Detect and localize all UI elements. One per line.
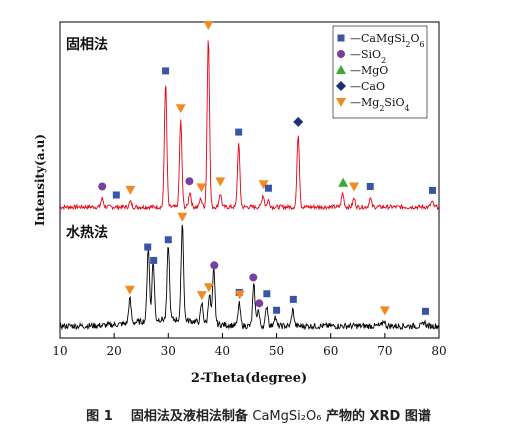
marker-triangle-down: [379, 306, 390, 316]
legend-label: —CaMgSi2O6: [350, 32, 425, 49]
phase-markers: [98, 21, 437, 316]
marker-square: [429, 186, 437, 194]
legend-label: —SiO2: [350, 48, 386, 65]
caption-formula: CaMgSi₂O₆: [252, 409, 322, 424]
marker-square: [150, 256, 158, 264]
x-tick-label: 80: [431, 344, 446, 358]
marker-square: [144, 243, 152, 251]
marker-square: [162, 67, 170, 75]
legend-label: —CaO: [350, 80, 385, 93]
marker-square: [263, 290, 271, 298]
y-axis-label: Intensity(a.u): [33, 134, 47, 226]
x-tick-label: 60: [323, 344, 338, 358]
legend-marker-diamond: [336, 81, 346, 91]
plot-frame: [59, 21, 440, 339]
x-tick-label: 10: [52, 344, 67, 358]
marker-triangle-down: [215, 177, 226, 187]
marker-square: [366, 183, 374, 190]
marker-circle: [98, 182, 107, 191]
x-axis-label: 2-Theta(degree): [191, 371, 307, 386]
marker-square: [289, 295, 297, 303]
legend-marker-circle: [337, 50, 345, 58]
marker-triangle-down: [177, 212, 188, 222]
x-tick-label: 30: [161, 344, 176, 358]
x-tick-label: 40: [215, 344, 230, 358]
legend-frame: [332, 25, 428, 119]
panel-label-solid: 固相法: [66, 36, 108, 53]
legend-marker-square: [337, 34, 345, 42]
legend-marker-triangle-down: [336, 98, 346, 107]
marker-triangle-down: [348, 182, 359, 192]
marker-triangle-down: [203, 283, 214, 293]
legend-label: —MgO: [350, 64, 388, 77]
trace-0: [59, 40, 440, 211]
x-tick-label: 70: [377, 344, 392, 358]
x-tick-label: 20: [107, 344, 122, 358]
marker-diamond: [293, 116, 304, 127]
marker-triangle-down: [125, 185, 136, 195]
marker-triangle-down: [175, 104, 186, 114]
caption-prefix: 图 1: [86, 409, 113, 424]
marker-triangle-down: [124, 285, 135, 295]
marker-triangle-down: [258, 180, 269, 190]
marker-triangle-down: [196, 183, 207, 193]
legend: —CaMgSi2O6—SiO2—MgO —CaO —Mg2SiO4: [332, 25, 428, 119]
marker-circle: [255, 299, 264, 308]
marker-square: [235, 128, 243, 136]
marker-square: [112, 191, 120, 199]
marker-circle: [185, 177, 194, 186]
x-tick-label: 50: [269, 344, 284, 358]
marker-circle: [210, 261, 219, 270]
panel-label-hydrothermal: 水热法: [66, 224, 108, 241]
marker-square: [164, 236, 172, 244]
legend-marker-triangle-up: [336, 65, 346, 74]
marker-circle: [249, 273, 258, 282]
xrd-chart: 10 20 30 40 50 60 70 80 固相法 水热法 2-Theta(degree)…: [33, 21, 447, 386]
x-axis-ticks: 10 20 30 40 50 60 70 80: [52, 333, 447, 358]
caption-text-a: 固相法及液相法制备: [130, 409, 253, 424]
marker-square: [264, 184, 272, 192]
marker-square: [273, 306, 281, 314]
trace-1: [60, 224, 440, 331]
marker-triangle-down: [234, 290, 245, 300]
marker-square: [421, 307, 429, 315]
caption-text-b: 产物的 XRD 图谱: [321, 409, 431, 424]
marker-triangle-up: [338, 177, 349, 187]
xrd-traces: [59, 40, 440, 331]
legend-label: —Mg2SiO4: [350, 96, 410, 113]
marker-triangle-down: [196, 291, 207, 301]
figure-caption: 图 1 固相法及液相法制备 CaMgSi₂O₆ 产物的 XRD 图谱: [0, 405, 517, 424]
marker-triangle-down: [203, 21, 214, 30]
